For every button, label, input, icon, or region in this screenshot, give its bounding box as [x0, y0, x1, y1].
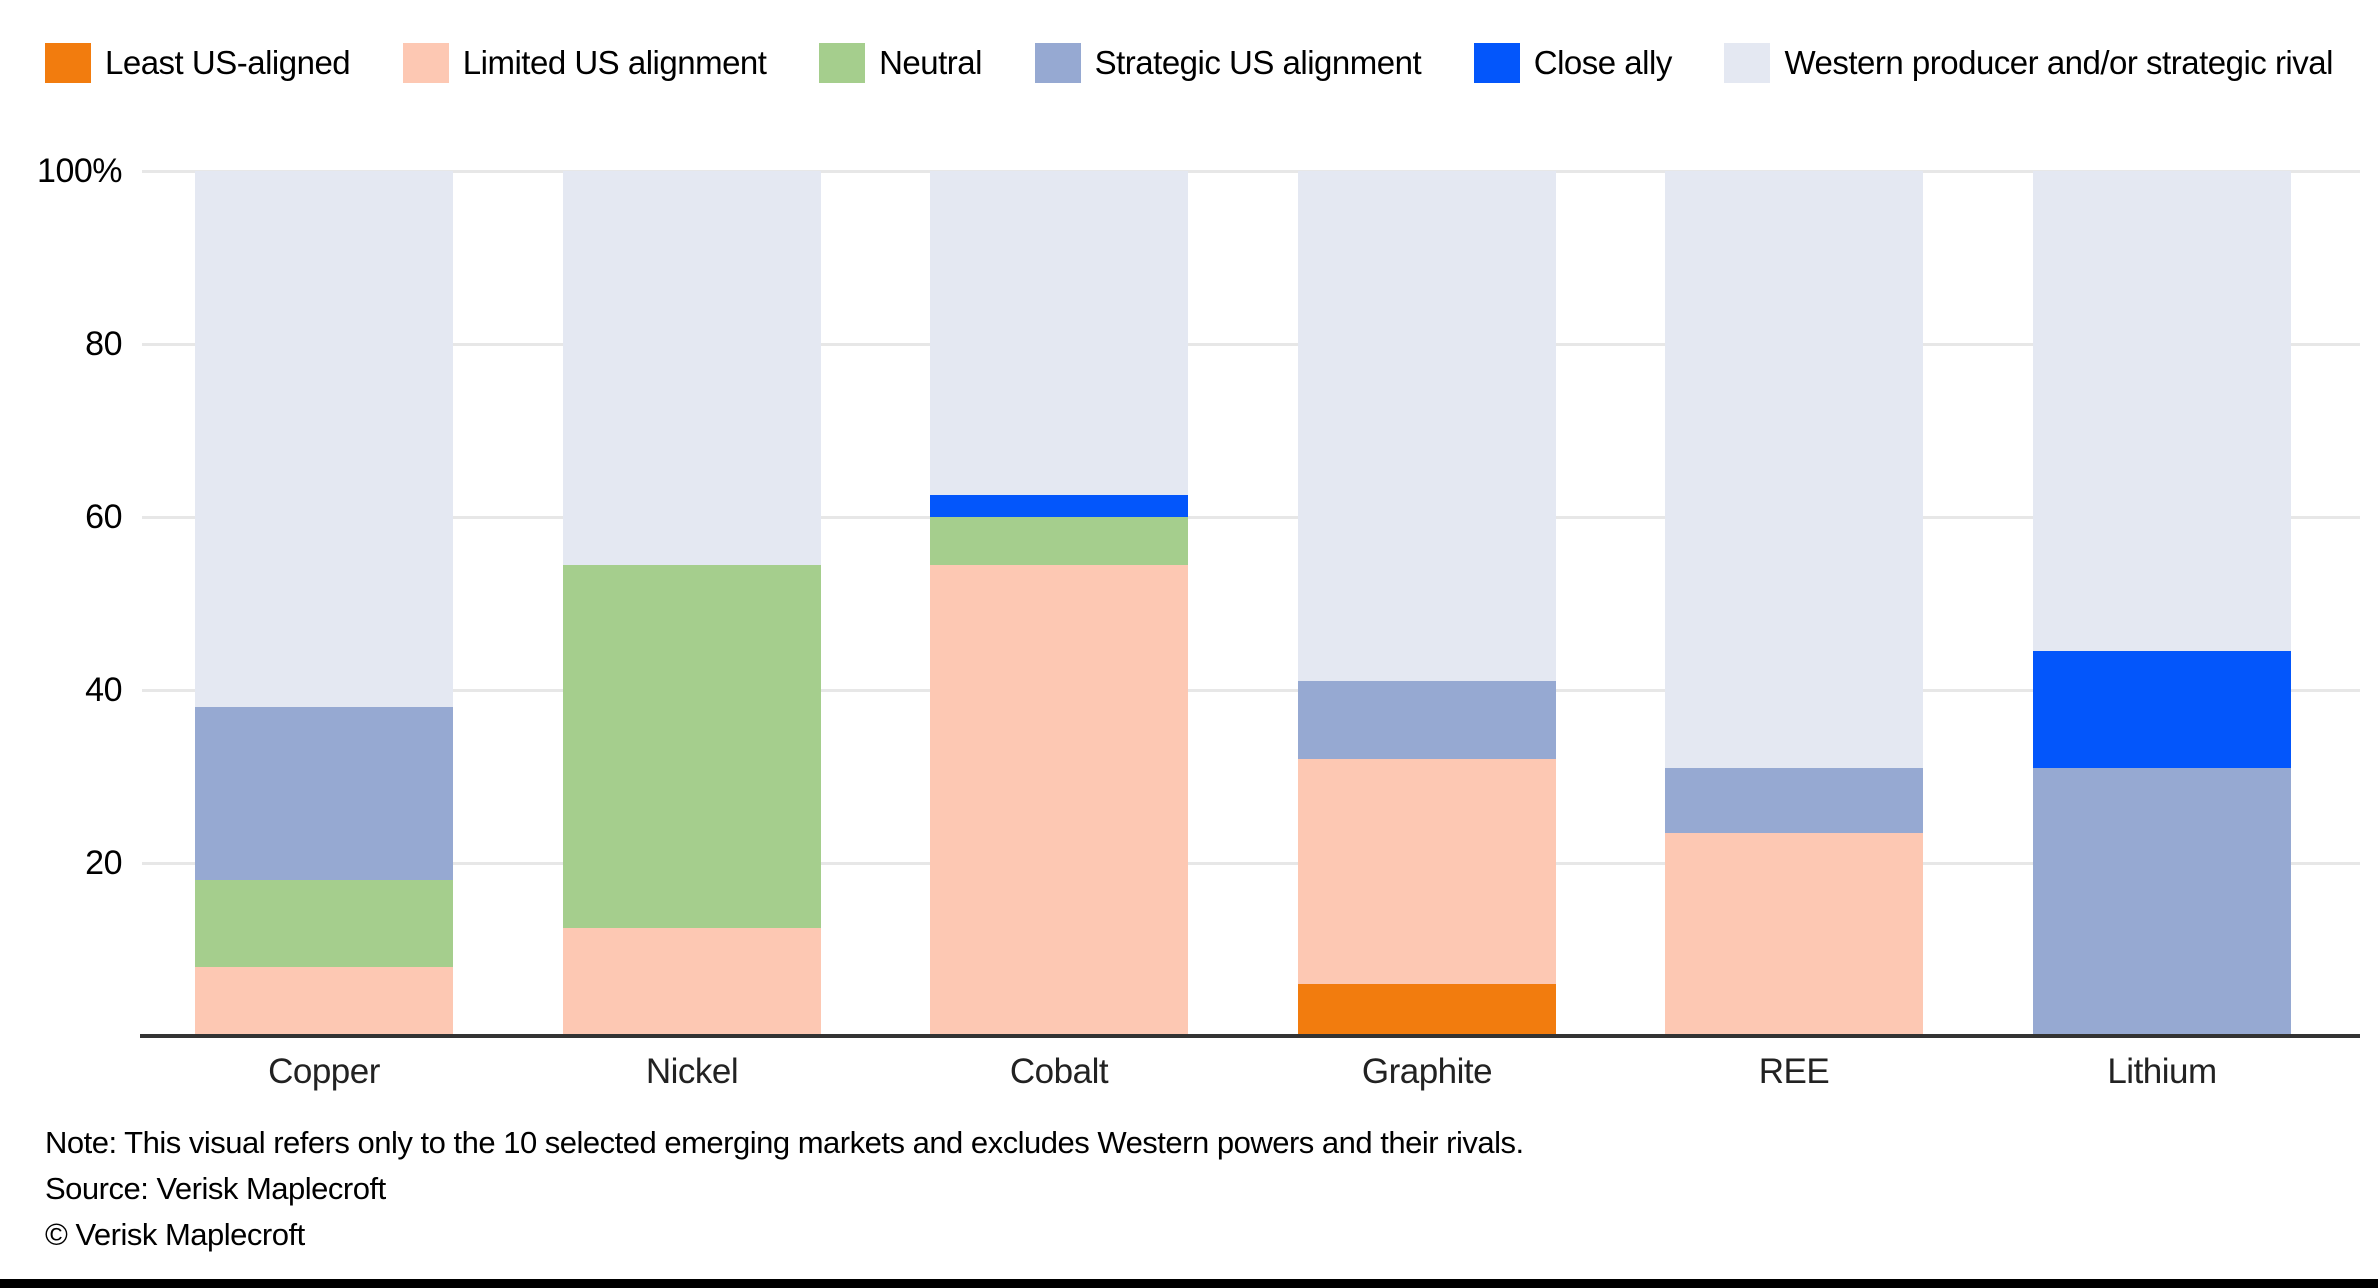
- bar-copper: [195, 171, 453, 1036]
- legend-item-neutral: Neutral: [819, 43, 982, 83]
- x-axis-label-ree: REE: [1758, 1052, 1830, 1091]
- footer: Note: This visual refers only to the 10 …: [45, 1120, 1524, 1258]
- y-axis-tick-label-80: 80: [85, 325, 122, 363]
- bar-segment-nickel-neutral: [563, 564, 821, 928]
- bar-lithium: [2033, 171, 2291, 1036]
- y-axis-tick-label-20: 20: [85, 844, 122, 882]
- bar-ree: [1665, 171, 1923, 1036]
- bar-segment-cobalt-western-producer-and-or-strategic-rival: [930, 171, 1188, 496]
- bar-segment-graphite-limited-us-alignment: [1298, 759, 1556, 985]
- bar-segment-cobalt-close-ally: [930, 495, 1188, 518]
- bar-segment-copper-limited-us-alignment: [195, 966, 453, 1036]
- legend-swatch-icon-strategic-us-alignment: [1034, 43, 1081, 83]
- x-axis-label-copper: Copper: [268, 1052, 380, 1091]
- gridline-100: [142, 169, 2360, 173]
- bar-segment-copper-neutral: [195, 880, 453, 967]
- legend-swatch-icon-least-us-aligned: [45, 43, 91, 83]
- legend: Least US-aligned Limited US alignment Neut…: [45, 42, 2333, 84]
- gridline-60: [142, 515, 2360, 519]
- legend-item-western-producer-and-or-strategic-rival: Western producer and/or strategic rival: [1724, 43, 2333, 83]
- legend-item-limited-us-alignment: Limited US alignment: [402, 43, 767, 83]
- footer-note: Note: This visual refers only to the 10 …: [45, 1125, 1524, 1160]
- x-axis-label-graphite: Graphite: [1361, 1052, 1493, 1091]
- footer-copyright: © Verisk Maplecroft: [45, 1217, 305, 1252]
- bar-segment-graphite-strategic-us-alignment: [1298, 681, 1556, 760]
- legend-item-strategic-us-alignment: Strategic US alignment: [1034, 43, 1422, 83]
- gridline-20: [142, 861, 2360, 865]
- legend-item-least-us-aligned: Least US-aligned: [45, 43, 351, 83]
- bar-segment-graphite-least-us-aligned: [1298, 984, 1556, 1036]
- legend-swatch-icon-western-producer-and-or-strategic-rival: [1724, 43, 1771, 83]
- bar-segment-lithium-western-producer-and-or-strategic-rival: [2033, 171, 2291, 652]
- bar-cobalt: [930, 171, 1188, 1036]
- plot-area: [142, 169, 2360, 1036]
- footer-source: Source: Verisk Maplecroft: [45, 1171, 386, 1206]
- legend-swatch-icon-neutral: [819, 43, 866, 83]
- legend-item-close-ally: Close ally: [1473, 43, 1673, 83]
- bar-segment-lithium-strategic-us-alignment: [2033, 767, 2291, 1036]
- x-axis-label-nickel: Nickel: [645, 1052, 739, 1091]
- y-axis-tick-label-100: 100%: [37, 152, 122, 190]
- legend-label: Strategic US alignment: [1094, 44, 1422, 81]
- bar-segment-ree-limited-us-alignment: [1665, 832, 1923, 1036]
- legend-swatch-icon-close-ally: [1473, 43, 1520, 83]
- bar-segment-graphite-western-producer-and-or-strategic-rival: [1298, 171, 1556, 682]
- bar-segment-nickel-western-producer-and-or-strategic-rival: [563, 171, 821, 565]
- legend-label: Least US-aligned: [105, 44, 351, 81]
- bar-segment-ree-western-producer-and-or-strategic-rival: [1665, 171, 1923, 768]
- bar-segment-lithium-close-ally: [2033, 651, 2291, 768]
- bar-segment-nickel-limited-us-alignment: [563, 927, 821, 1036]
- bar-segment-copper-strategic-us-alignment: [195, 707, 453, 881]
- bar-segment-cobalt-limited-us-alignment: [930, 564, 1188, 1036]
- x-axis-baseline: [140, 1034, 2360, 1038]
- bar-segment-ree-strategic-us-alignment: [1665, 767, 1923, 833]
- gridline-80: [142, 342, 2360, 346]
- legend-label: Close ally: [1533, 44, 1673, 81]
- y-axis-tick-label-60: 60: [85, 498, 122, 536]
- bar-nickel: [563, 171, 821, 1036]
- bar-segment-copper-western-producer-and-or-strategic-rival: [195, 171, 453, 708]
- y-axis-tick-label-40: 40: [85, 671, 122, 709]
- bar-graphite: [1298, 171, 1556, 1036]
- bar-segment-cobalt-neutral: [930, 517, 1188, 565]
- bottom-rule: [0, 1279, 2378, 1288]
- legend-label: Limited US alignment: [462, 44, 767, 81]
- legend-label: Western producer and/or strategic rival: [1784, 44, 2333, 81]
- legend-swatch-icon-limited-us-alignment: [402, 43, 449, 83]
- gridline-40: [142, 688, 2360, 692]
- x-axis-label-lithium: Lithium: [2107, 1052, 2217, 1091]
- legend-label: Neutral: [879, 44, 982, 81]
- x-axis-label-cobalt: Cobalt: [1009, 1052, 1109, 1091]
